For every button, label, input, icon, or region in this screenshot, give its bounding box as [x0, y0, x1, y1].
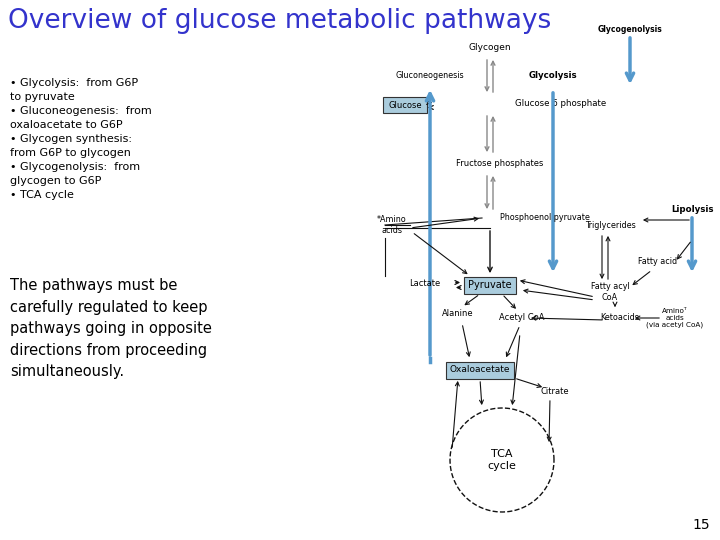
- FancyBboxPatch shape: [464, 276, 516, 294]
- FancyBboxPatch shape: [383, 97, 427, 113]
- Text: Lipolysis: Lipolysis: [671, 206, 714, 214]
- Text: Fructose phosphates: Fructose phosphates: [456, 159, 544, 167]
- Text: • Glycolysis:  from G6P
to pyruvate
• Gluconeogenesis:  from
oxaloacetate to G6P: • Glycolysis: from G6P to pyruvate • Glu…: [10, 78, 152, 200]
- Text: Fatty acid: Fatty acid: [639, 258, 678, 267]
- Text: Alanine: Alanine: [442, 308, 474, 318]
- Text: Glycolysis: Glycolysis: [528, 71, 577, 79]
- FancyBboxPatch shape: [446, 361, 514, 379]
- Text: Aminoᵀ
acids
(via acetyl CoA): Aminoᵀ acids (via acetyl CoA): [647, 308, 703, 328]
- Text: Fatty acyl
CoA: Fatty acyl CoA: [590, 282, 629, 302]
- Text: Glucose: Glucose: [388, 100, 422, 110]
- Text: TCA
cycle: TCA cycle: [487, 449, 516, 471]
- Text: Pyruvate: Pyruvate: [468, 280, 512, 290]
- Text: The pathways must be
carefully regulated to keep
pathways going in opposite
dire: The pathways must be carefully regulated…: [10, 278, 212, 380]
- Text: Acetyl CoA: Acetyl CoA: [499, 313, 545, 321]
- Text: Glycogenolysis: Glycogenolysis: [598, 25, 662, 35]
- Text: Oxaloacetate: Oxaloacetate: [450, 366, 510, 375]
- Text: Glucose 6 phosphate: Glucose 6 phosphate: [515, 98, 606, 107]
- Text: Citrate: Citrate: [541, 388, 570, 396]
- Text: Lactate: Lactate: [410, 279, 441, 287]
- Text: *Amino
acids: *Amino acids: [377, 215, 407, 235]
- Text: Overview of glucose metabolic pathways: Overview of glucose metabolic pathways: [8, 8, 552, 34]
- Text: Ketoacids: Ketoacids: [600, 314, 639, 322]
- Text: Glycogen: Glycogen: [469, 43, 511, 51]
- Text: Phosphoenol pyruvate: Phosphoenol pyruvate: [500, 213, 590, 222]
- Text: Triglycerides: Triglycerides: [585, 220, 635, 230]
- Text: 15: 15: [693, 518, 710, 532]
- Text: Gluconeogenesis: Gluconeogenesis: [396, 71, 464, 79]
